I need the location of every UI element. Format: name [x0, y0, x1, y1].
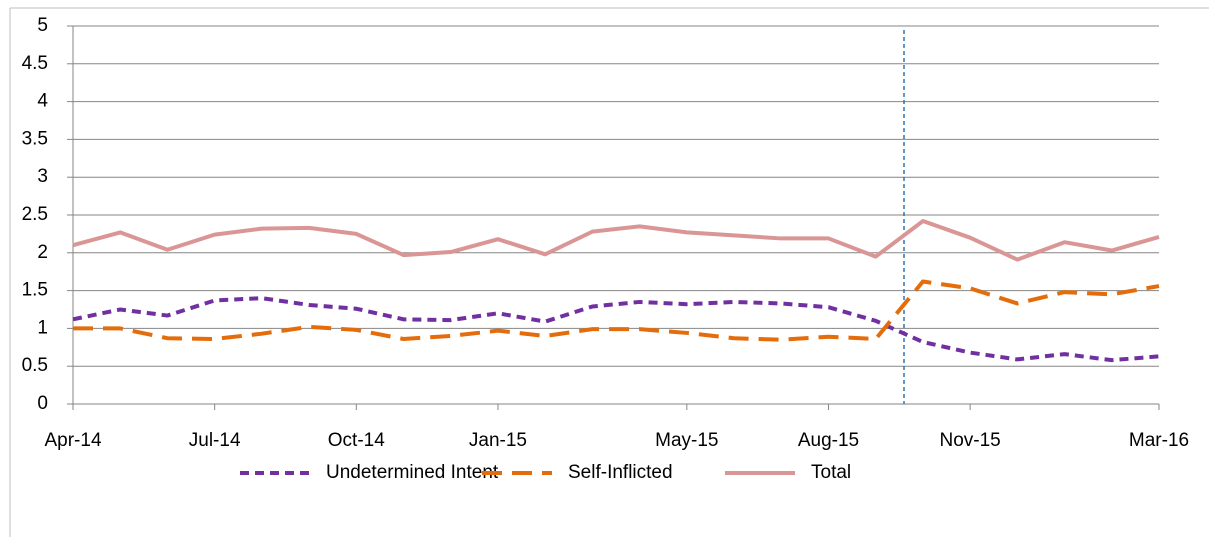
y-tick-label: 2.5: [22, 204, 48, 225]
y-tick-label: 0: [37, 393, 48, 414]
legend-label: Self-Inflicted: [568, 462, 673, 483]
y-tick-label: 0.5: [22, 355, 48, 376]
x-tick-label: Jan-15: [469, 430, 527, 451]
x-tick-label: Apr-14: [44, 430, 101, 451]
x-tick-label: Jul-14: [189, 430, 241, 451]
y-tick-label: 4: [37, 91, 48, 112]
y-tick-label: 1.5: [22, 280, 48, 301]
y-tick-label: 1: [37, 317, 48, 338]
series-line: [73, 279, 1160, 342]
series-line: [72, 296, 1160, 363]
x-tick-label: Mar-16: [1129, 430, 1189, 451]
y-tick-label: 3.5: [22, 128, 48, 149]
legend-label: Total: [811, 462, 851, 483]
y-tick-label: 2: [37, 242, 48, 263]
x-tick-label: Nov-15: [940, 430, 1001, 451]
x-tick-label: Aug-15: [798, 430, 859, 451]
series-line: [72, 219, 1160, 262]
y-tick-label: 4.5: [22, 53, 48, 74]
x-tick-label: May-15: [655, 430, 718, 451]
y-tick-label: 3: [37, 166, 48, 187]
legend-label: Undetermined Intent: [326, 462, 499, 483]
x-tick-label: Oct-14: [328, 430, 385, 451]
y-tick-label: 5: [37, 15, 48, 36]
